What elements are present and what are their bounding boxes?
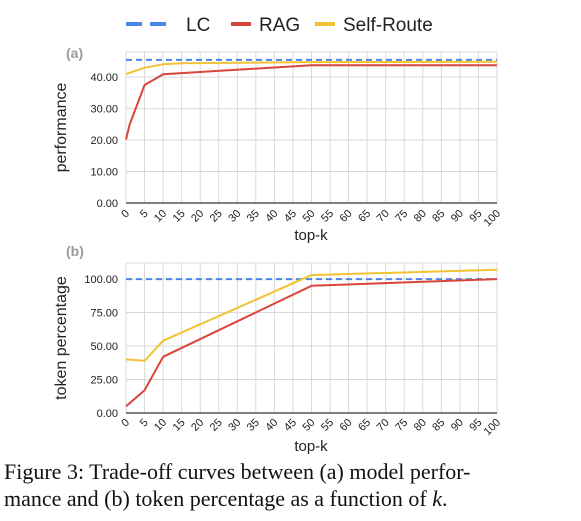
x-tick-label: 65 — [356, 208, 373, 225]
panel-label: (a) — [66, 45, 83, 61]
x-tick-label: 75 — [393, 417, 410, 434]
series-line-self-route — [125, 268, 498, 362]
x-tick-label: 80 — [412, 417, 429, 434]
x-tick-label: 40 — [263, 417, 280, 434]
x-tick-label: 70 — [375, 208, 392, 225]
x-axis-title: top-k — [294, 438, 328, 455]
x-tick-label: 100 — [482, 208, 503, 229]
y-tick-label: 100.00 — [84, 274, 118, 286]
x-tick-label: 50 — [300, 417, 317, 434]
x-tick-label: 10 — [152, 417, 169, 434]
legend-item-lc: LC — [126, 15, 210, 36]
x-tick-label: 15 — [171, 417, 188, 434]
x-axis-title: top-k — [294, 227, 328, 244]
x-tick-label: 15 — [171, 208, 188, 225]
caption-line-2-start: mance and (b) token percentage as a func… — [4, 486, 433, 511]
legend-label: Self-Route — [343, 15, 433, 36]
x-tick-label: 70 — [375, 417, 392, 434]
x-tick-label: 5 — [138, 208, 151, 221]
x-tick-label: 75 — [393, 208, 410, 225]
x-tick-label: 45 — [282, 417, 299, 434]
caption-k: k — [432, 486, 442, 511]
x-tick-label: 45 — [282, 208, 299, 225]
panel-a: (a) 0.00 10.00 20.00 30.00 40.00 0 5 10 15 20 25 30 3… — [53, 45, 503, 244]
x-tick-label: 60 — [338, 208, 355, 225]
y-axis-title: token percentage — [53, 276, 70, 400]
x-tick-label: 85 — [430, 417, 447, 434]
y-tick-label: 25.00 — [90, 375, 118, 387]
legend: LC RAG Self-Route — [126, 15, 433, 36]
x-tick-label: 55 — [319, 208, 336, 225]
legend-label: LC — [186, 15, 210, 36]
figure-caption: Figure 3: Trade-off curves between (a) m… — [4, 458, 576, 512]
figure: LC RAG Self-Route (a) 0.00 10.00 20.00 30.00 40… — [53, 15, 503, 455]
y-tick-label: 50.00 — [90, 341, 118, 353]
x-tick-label: 30 — [226, 417, 243, 434]
caption-line-1: Figure 3: Trade-off curves between (a) m… — [4, 459, 471, 484]
panel-b: (b) 0.00 25.00 50.00 75.00 100.00 0 5 10 15 20 25 30… — [53, 243, 503, 455]
x-tick-label: 90 — [449, 417, 466, 434]
y-tick-label: 40.00 — [90, 72, 118, 84]
y-tick-label: 0.00 — [97, 198, 118, 210]
x-tick-label: 25 — [208, 417, 225, 434]
gridlines — [125, 51, 498, 204]
x-tick-label: 25 — [208, 208, 225, 225]
x-tick-label: 50 — [300, 208, 317, 225]
series-line-rag — [125, 278, 498, 408]
x-tick-label: 40 — [263, 208, 280, 225]
x-tick-label: 30 — [226, 208, 243, 225]
y-tick-label: 30.00 — [90, 104, 118, 116]
x-tick-label: 5 — [138, 417, 151, 430]
x-tick-label: 35 — [245, 417, 262, 434]
caption-line-2-end: . — [441, 486, 448, 511]
x-tick-label: 100 — [482, 417, 503, 438]
y-tick-label: 10.00 — [90, 167, 118, 179]
x-tick-label: 65 — [356, 417, 373, 434]
x-tick-label: 60 — [338, 417, 355, 434]
x-tick-label: 35 — [245, 208, 262, 225]
y-tick-label: 20.00 — [90, 135, 118, 147]
y-tick-label: 0.00 — [97, 408, 118, 420]
series-line-rag — [125, 64, 497, 140]
x-tick-label: 85 — [430, 208, 447, 225]
x-tick-label: 0 — [119, 208, 132, 221]
x-tick-label: 90 — [449, 208, 466, 225]
legend-label: RAG — [259, 15, 300, 36]
legend-item-rag: RAG — [231, 15, 300, 36]
x-tick-label: 0 — [119, 417, 132, 430]
x-tick-label: 10 — [152, 208, 169, 225]
x-tick-label: 80 — [412, 208, 429, 225]
legend-item-self-route: Self-Route — [315, 15, 433, 36]
y-tick-label: 75.00 — [90, 308, 118, 320]
x-tick-label: 55 — [319, 417, 336, 434]
x-tick-label: 20 — [189, 417, 206, 434]
x-tick-label: 20 — [189, 208, 206, 225]
series-line-self-route — [125, 60, 498, 75]
y-axis-title: performance — [53, 82, 70, 172]
panel-label: (b) — [66, 243, 84, 259]
